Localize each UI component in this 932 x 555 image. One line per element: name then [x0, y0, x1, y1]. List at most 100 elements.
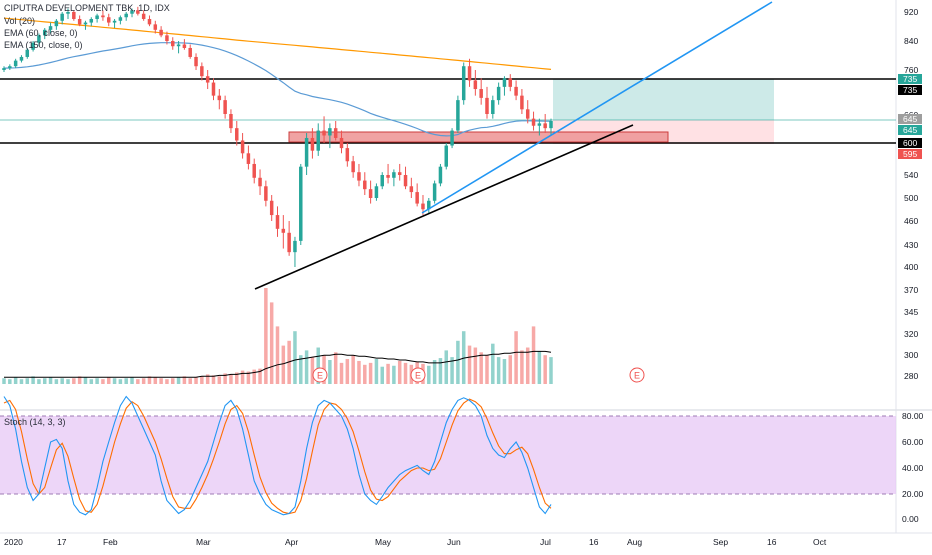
volume-bar [153, 377, 158, 384]
volume-bar [403, 362, 408, 384]
candle [2, 66, 6, 73]
candle [392, 169, 396, 187]
legend-stochastic[interactable]: Stoch (14, 3, 3) [4, 417, 66, 427]
candle [316, 123, 320, 156]
stoch-tick: 20.00 [902, 489, 924, 499]
candle [345, 143, 350, 167]
candle [357, 163, 361, 187]
time-tick: Mar [196, 537, 211, 547]
price-tick: 370 [904, 285, 918, 295]
legend-ema60[interactable]: EMA (60, close, 0) [4, 28, 78, 38]
stoch-tick: 80.00 [902, 411, 924, 421]
candle [456, 95, 460, 134]
candle [444, 143, 449, 170]
volume-bar [502, 359, 507, 384]
volume-bar [31, 376, 35, 384]
volume-bar [275, 326, 280, 384]
volume-bar [427, 365, 431, 384]
candle [246, 145, 251, 170]
candle [95, 13, 99, 23]
volume-bar [54, 379, 59, 384]
candle [19, 55, 24, 63]
volume-bar [520, 350, 524, 384]
volume-bar [491, 343, 495, 384]
volume-bar [357, 360, 361, 384]
volume-bar [549, 357, 553, 384]
candle [339, 130, 344, 154]
candle [101, 10, 105, 21]
legend-volume[interactable]: Vol (20) [4, 16, 36, 26]
volume-bar [252, 369, 256, 384]
stoch-tick: 60.00 [902, 437, 924, 447]
candle [415, 183, 419, 207]
time-tick: 17 [57, 537, 67, 547]
volume-bar [171, 378, 175, 384]
candle [409, 177, 414, 198]
candle [205, 70, 210, 90]
candle [118, 15, 123, 25]
volume-bar [246, 371, 251, 384]
candle [520, 89, 524, 114]
ascending-trendline-blue[interactable] [421, 1, 773, 214]
candle [269, 195, 274, 221]
earnings-marker[interactable]: E [312, 367, 328, 383]
price-tag-label: 645 [903, 125, 917, 135]
volume-bar [200, 376, 204, 384]
volume-bar [363, 364, 367, 384]
volume-bar [525, 347, 530, 384]
price-tag-label: 595 [903, 149, 917, 159]
volume-bar [8, 379, 12, 384]
candle [543, 114, 547, 134]
time-axis[interactable]: 2020 17 Feb Mar Apr May Jun Jul 16 Aug S… [4, 537, 827, 547]
volume-bar [77, 376, 82, 384]
candle [525, 100, 530, 124]
time-tick: Feb [103, 537, 118, 547]
candle [549, 118, 553, 136]
ascending-trendline-black[interactable] [254, 124, 634, 290]
volume-bar [66, 379, 70, 384]
price-tag-label: 645 [903, 114, 917, 124]
volume-bar [339, 362, 344, 384]
price-tick: 760 [904, 65, 918, 75]
candle [37, 33, 41, 47]
target-zone[interactable] [553, 79, 774, 120]
volume-bar [333, 352, 338, 384]
volume-bar [479, 352, 483, 384]
time-tick: Sep [713, 537, 728, 547]
candle [374, 183, 379, 201]
price-tick: 320 [904, 329, 918, 339]
volume-bar [19, 379, 24, 384]
volume-bar [397, 360, 402, 384]
volume-bar [432, 360, 437, 384]
demand-zone-box[interactable] [288, 131, 669, 143]
volume-bar [485, 355, 489, 384]
earnings-marker[interactable]: E [410, 367, 426, 383]
candle [333, 120, 338, 141]
time-tick: Jul [540, 537, 551, 547]
stoch-axis[interactable]: 80.00 60.00 40.00 20.00 0.00 [902, 411, 924, 524]
candle [31, 41, 35, 52]
volume-bar [374, 359, 379, 384]
price-tag-label: 735 [903, 85, 917, 95]
candle [106, 13, 111, 27]
price-tags: 735 735 645 645 600 595 [898, 74, 922, 159]
volume-bar [136, 379, 140, 384]
candle [537, 118, 542, 136]
candle [473, 70, 478, 96]
candle [176, 41, 181, 54]
stoch-overbought-oversold-band [0, 416, 896, 494]
symbol-title[interactable]: CIPUTRA DEVELOPMENT TBK, 1D, IDX [4, 3, 170, 13]
volume-bar [37, 379, 41, 384]
legend-ema150[interactable]: EMA (150, close, 0) [4, 40, 83, 50]
candle [136, 6, 140, 16]
candle [427, 198, 431, 214]
candle [281, 215, 286, 249]
candle [200, 62, 204, 81]
earnings-marker-label: E [415, 371, 421, 381]
earnings-marker[interactable]: E [629, 367, 645, 383]
candle [48, 22, 53, 34]
volume-bar [269, 302, 274, 384]
candle [328, 123, 332, 149]
